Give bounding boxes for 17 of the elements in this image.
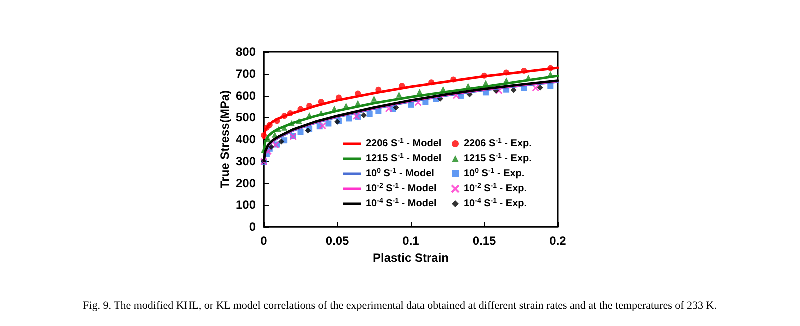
y-tick-label: 700: [236, 66, 256, 81]
y-tick-label: 100: [236, 198, 256, 212]
x-tick-label: 0: [260, 234, 268, 248]
y-tick-label: 0: [249, 220, 256, 234]
y-tick-label: 200: [236, 176, 256, 190]
x-axis-title: Plastic Strain: [372, 250, 450, 265]
x-tick-label: 0.05: [326, 234, 350, 248]
x-tick-label: 0.1: [402, 234, 420, 248]
y-tick-label: 300: [236, 154, 256, 168]
y-tick-label: 500: [236, 110, 256, 125]
caption: Fig. 9. The modified KHL, or KL model correlations of the experimental data obtained at different strain rates and at the temperatures of 233 K.: [82, 300, 718, 312]
y-tick-label: 400: [236, 132, 256, 146]
x-tick-label: 0.2: [550, 234, 567, 248]
y-axis-title: True Stress(MPa): [218, 90, 232, 189]
x-tick-label: 0.15: [472, 234, 496, 248]
y-tick-label: 800: [236, 45, 256, 59]
y-tick-label: 600: [236, 88, 256, 103]
